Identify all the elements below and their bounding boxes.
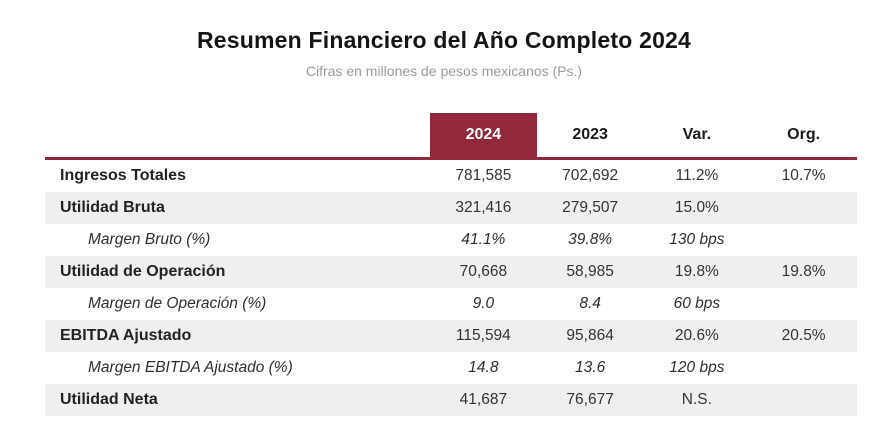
- cell-value: 41,687: [459, 391, 508, 408]
- cell-value: 115,594: [455, 327, 511, 344]
- row-label: Ingresos Totales: [60, 167, 186, 184]
- row-label: Margen Bruto (%): [88, 231, 211, 248]
- cell-value: 130 bps: [669, 231, 725, 248]
- cell-value: [750, 224, 857, 256]
- table-row: Utilidad Neta 41,687 76,677 N.S.: [45, 384, 857, 416]
- table-row: Ingresos Totales 781,585 702,692 11.2% 10.7%: [45, 160, 857, 192]
- cell-value: 41.1%: [461, 231, 506, 248]
- column-header-2023: 2023: [572, 126, 608, 143]
- cell-value: 39.8%: [568, 231, 613, 248]
- cell-value: [750, 352, 857, 384]
- table-row: Margen EBITDA Ajustado (%) 14.8 13.6 120 bp…: [45, 352, 857, 384]
- cell-value: 781,585: [455, 167, 512, 184]
- table-header-row: 2024 2023 Var. Org.: [45, 113, 857, 160]
- cell-value: 15.0%: [674, 199, 719, 216]
- cell-value: 8.4: [579, 295, 601, 312]
- cell-value: 70,668: [459, 263, 508, 280]
- cell-value: 11.2%: [675, 167, 719, 184]
- cell-value: [750, 384, 857, 416]
- table-body: Ingresos Totales 781,585 702,692 11.2% 10.7%…: [45, 160, 857, 416]
- row-label: EBITDA Ajustado: [60, 327, 192, 344]
- row-label: Utilidad Neta: [60, 391, 158, 408]
- cell-value: 14.8: [468, 359, 499, 376]
- row-label: Utilidad de Operación: [60, 263, 226, 280]
- cell-value: [750, 192, 857, 224]
- table-row: EBITDA Ajustado 115,594 95,864 20.6% 20.5%: [45, 320, 857, 352]
- page-title: Resumen Financiero del Año Completo 2024: [196, 27, 692, 53]
- column-header-2024: 2024: [430, 113, 537, 157]
- table-row: Utilidad de Operación 70,668 58,985 19.8% 19…: [45, 256, 857, 288]
- row-label: Margen de Operación (%): [88, 295, 267, 312]
- cell-value: 19.8%: [674, 263, 719, 280]
- header-label-spacer: [45, 113, 430, 157]
- table-row: Margen de Operación (%) 9.0 8.4 60 bps: [45, 288, 857, 320]
- cell-value: 76,677: [566, 391, 614, 408]
- financial-summary-table: 2024 2023 Var. Org. Ingresos Totales 781,…: [45, 113, 857, 416]
- cell-value: 702,692: [562, 167, 619, 184]
- row-label: Margen EBITDA Ajustado (%): [88, 359, 293, 376]
- table-row: Margen Bruto (%) 41.1% 39.8% 130 bps: [45, 224, 857, 256]
- cell-value: 58,985: [566, 263, 614, 280]
- page-subtitle: Cifras en millones de pesos mexicanos (P…: [305, 63, 583, 79]
- cell-value: 60 bps: [673, 295, 721, 312]
- row-label: Utilidad Bruta: [60, 199, 165, 216]
- cell-value: 13.6: [575, 359, 606, 376]
- column-header-var: Var.: [682, 126, 712, 143]
- cell-value: 9.0: [472, 295, 495, 312]
- cell-value: 10.7%: [781, 167, 826, 184]
- cell-value: N.S.: [681, 391, 712, 408]
- cell-value: 120 bps: [669, 359, 725, 376]
- cell-value: 321,416: [455, 199, 512, 216]
- column-header-org: Org.: [787, 126, 821, 143]
- cell-value: 20.6%: [674, 327, 719, 344]
- cell-value: 19.8%: [781, 263, 826, 280]
- cell-value: 20.5%: [781, 327, 826, 344]
- cell-value: 95,864: [566, 327, 614, 344]
- cell-value: 279,507: [562, 199, 619, 216]
- cell-value: [750, 288, 857, 320]
- table-row: Utilidad Bruta 321,416 279,507 15.0%: [45, 192, 857, 224]
